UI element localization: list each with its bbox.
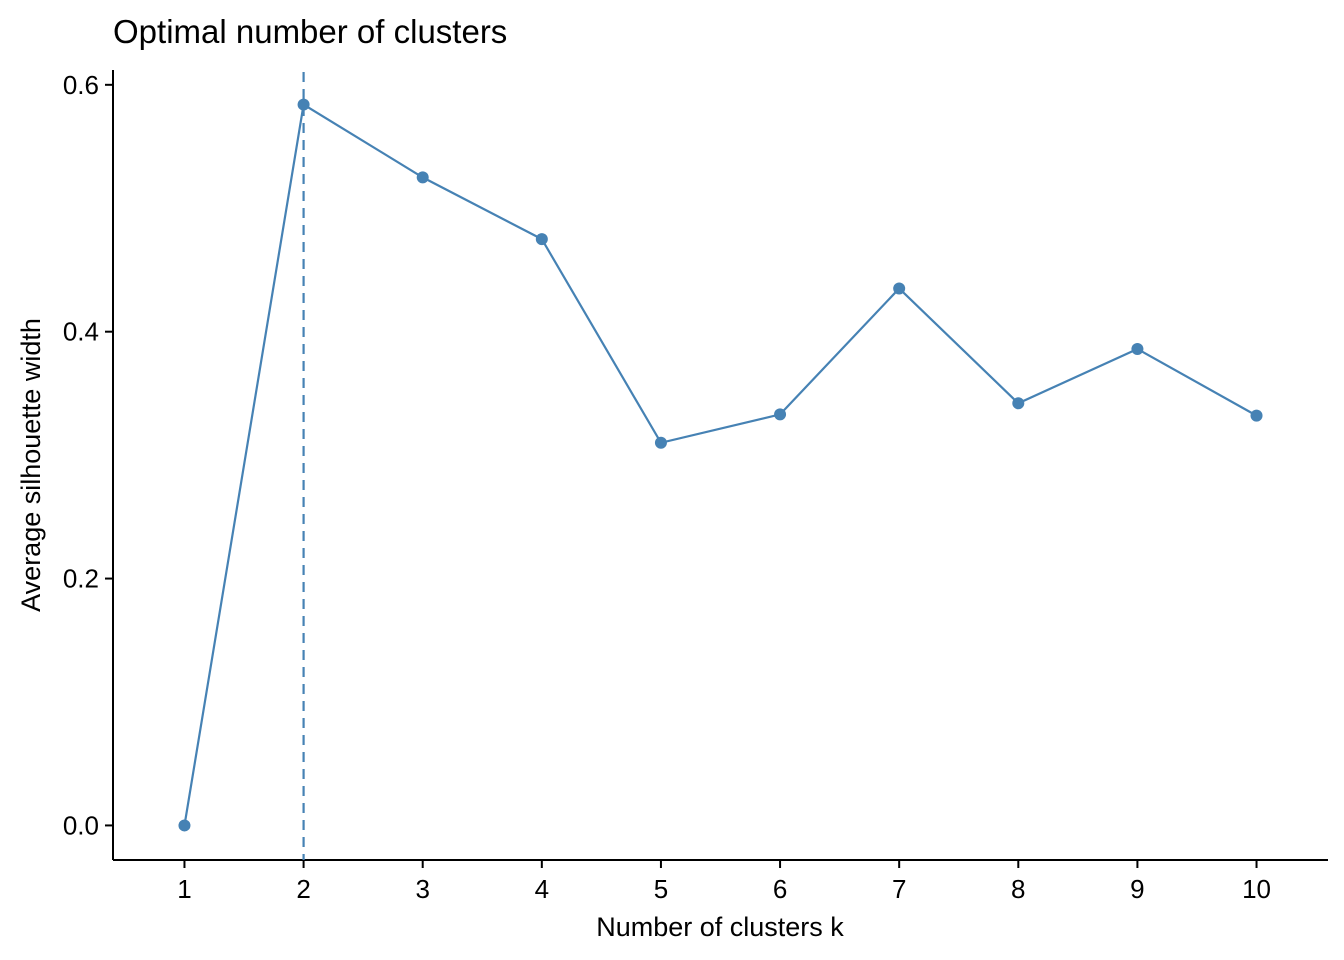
x-tick-label: 9 <box>1130 874 1144 904</box>
data-point <box>654 436 667 449</box>
x-axis-label: Number of clusters k <box>596 912 844 942</box>
data-point <box>297 98 310 111</box>
x-tick-label: 10 <box>1242 874 1271 904</box>
series-layer <box>178 98 1263 832</box>
x-axis-ticks: 1 2 3 4 5 6 7 8 9 10 <box>177 860 1271 904</box>
x-tick-label: 4 <box>535 874 549 904</box>
data-point <box>774 408 787 421</box>
x-tick-label: 1 <box>177 874 191 904</box>
x-tick-label: 6 <box>773 874 787 904</box>
y-tick-label: 0.4 <box>63 317 99 347</box>
data-point <box>1250 409 1263 422</box>
data-point <box>535 233 548 246</box>
y-axis-label: Average silhouette width <box>16 318 46 612</box>
data-point <box>416 171 429 184</box>
series-line <box>183 102 1258 826</box>
x-tick-label: 5 <box>654 874 668 904</box>
y-axis-ticks: 0.0 0.2 0.4 0.6 <box>63 70 113 840</box>
x-tick-label: 8 <box>1011 874 1025 904</box>
data-point <box>178 819 191 832</box>
data-point <box>1131 342 1144 355</box>
data-point <box>893 282 906 295</box>
y-tick-label: 0.0 <box>63 810 99 840</box>
data-point <box>1012 397 1025 410</box>
y-tick-label: 0.2 <box>63 564 99 594</box>
x-tick-label: 2 <box>296 874 310 904</box>
y-tick-label: 0.6 <box>63 70 99 100</box>
x-tick-label: 3 <box>415 874 429 904</box>
plot-area: 0.0 0.2 0.4 0.6 1 2 3 4 5 6 7 8 9 10 <box>63 70 1328 904</box>
x-tick-label: 7 <box>892 874 906 904</box>
chart-title: Optimal number of clusters <box>113 13 507 50</box>
